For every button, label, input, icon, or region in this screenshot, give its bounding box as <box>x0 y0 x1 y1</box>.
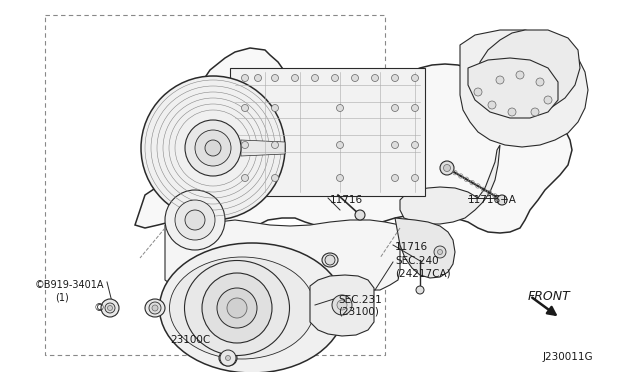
Circle shape <box>371 74 378 81</box>
Circle shape <box>105 303 115 313</box>
Polygon shape <box>395 218 455 278</box>
Circle shape <box>241 174 248 182</box>
Circle shape <box>392 74 399 81</box>
Polygon shape <box>241 140 285 156</box>
Circle shape <box>392 141 399 148</box>
Polygon shape <box>400 145 500 224</box>
Circle shape <box>255 74 262 81</box>
Circle shape <box>108 305 113 311</box>
Text: 11716: 11716 <box>330 195 363 205</box>
Circle shape <box>351 74 358 81</box>
Circle shape <box>440 161 454 175</box>
Circle shape <box>325 255 335 265</box>
Circle shape <box>434 246 446 258</box>
Polygon shape <box>468 58 558 118</box>
Circle shape <box>185 210 205 230</box>
Circle shape <box>536 78 544 86</box>
Text: (1): (1) <box>55 293 68 303</box>
Text: ©: © <box>93 303 104 313</box>
Text: 11716+A: 11716+A <box>468 195 517 205</box>
Text: 23100C: 23100C <box>170 335 211 345</box>
Circle shape <box>438 250 442 254</box>
Circle shape <box>337 300 347 310</box>
Circle shape <box>175 200 215 240</box>
Circle shape <box>149 302 161 314</box>
Circle shape <box>444 164 451 171</box>
Text: 11716: 11716 <box>395 242 428 252</box>
Circle shape <box>508 108 516 116</box>
Circle shape <box>531 108 539 116</box>
Circle shape <box>271 74 278 81</box>
Ellipse shape <box>322 253 338 267</box>
Circle shape <box>223 353 234 363</box>
Polygon shape <box>135 48 572 233</box>
Circle shape <box>497 195 507 205</box>
Circle shape <box>241 105 248 112</box>
Text: SEC.231: SEC.231 <box>338 295 381 305</box>
Circle shape <box>217 288 257 328</box>
Ellipse shape <box>184 260 289 356</box>
Circle shape <box>392 174 399 182</box>
Text: FRONT: FRONT <box>528 290 571 303</box>
Circle shape <box>185 120 241 176</box>
Text: J230011G: J230011G <box>543 352 594 362</box>
Circle shape <box>291 74 298 81</box>
Circle shape <box>412 141 419 148</box>
Circle shape <box>141 76 285 220</box>
Circle shape <box>544 96 552 104</box>
Polygon shape <box>165 220 400 290</box>
Circle shape <box>271 141 278 148</box>
Circle shape <box>227 298 247 318</box>
Circle shape <box>412 105 419 112</box>
Circle shape <box>165 190 225 250</box>
Circle shape <box>220 350 236 366</box>
Circle shape <box>412 74 419 81</box>
Circle shape <box>152 305 158 311</box>
Text: (23100): (23100) <box>338 307 379 317</box>
Circle shape <box>332 74 339 81</box>
Text: (24217CA): (24217CA) <box>395 268 451 278</box>
Circle shape <box>205 140 221 156</box>
Text: SEC.240: SEC.240 <box>395 256 438 266</box>
Ellipse shape <box>170 257 314 359</box>
Circle shape <box>337 174 344 182</box>
Circle shape <box>496 76 504 84</box>
Bar <box>230 68 425 196</box>
Circle shape <box>241 141 248 148</box>
Circle shape <box>516 71 524 79</box>
Polygon shape <box>460 30 588 147</box>
Circle shape <box>337 141 344 148</box>
Ellipse shape <box>145 299 165 317</box>
Circle shape <box>241 74 248 81</box>
Circle shape <box>101 299 119 317</box>
Circle shape <box>195 130 231 166</box>
Circle shape <box>412 174 419 182</box>
Circle shape <box>474 88 482 96</box>
Polygon shape <box>310 275 374 336</box>
Circle shape <box>355 210 365 220</box>
Circle shape <box>271 105 278 112</box>
Ellipse shape <box>159 243 344 372</box>
Ellipse shape <box>219 350 237 366</box>
Circle shape <box>416 286 424 294</box>
Circle shape <box>488 101 496 109</box>
Circle shape <box>392 105 399 112</box>
Circle shape <box>312 74 319 81</box>
Polygon shape <box>478 30 580 113</box>
Circle shape <box>271 174 278 182</box>
Circle shape <box>337 105 344 112</box>
Circle shape <box>202 273 272 343</box>
Circle shape <box>332 295 352 315</box>
Text: ©B919-3401A: ©B919-3401A <box>35 280 104 290</box>
Circle shape <box>225 356 230 360</box>
